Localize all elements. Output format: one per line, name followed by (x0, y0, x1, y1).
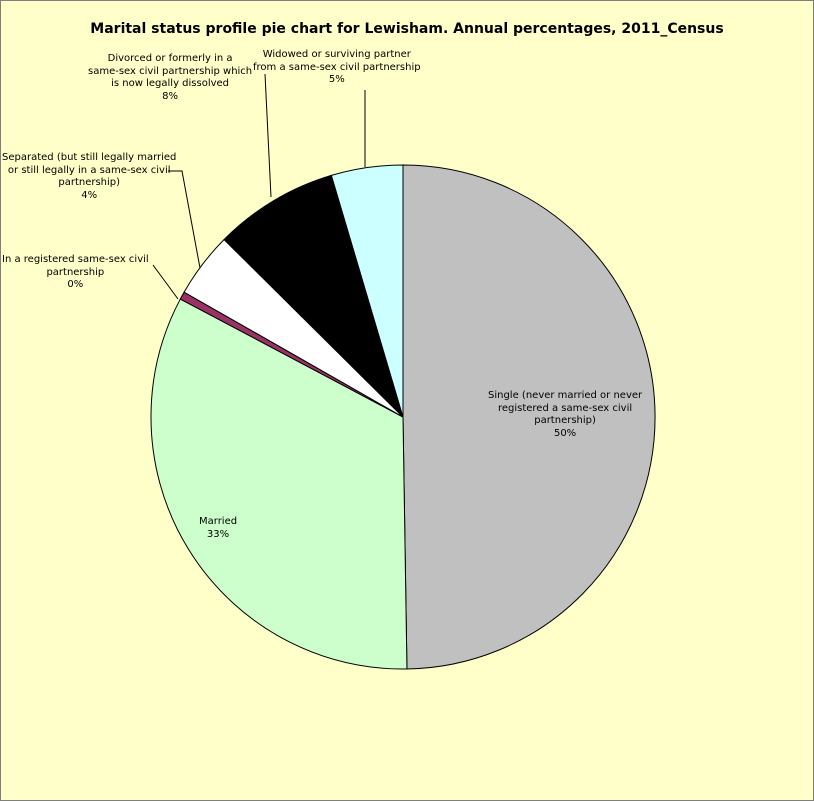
slice-label-1: Married 33% (199, 516, 237, 541)
slice-label-line: partnership) (534, 415, 596, 426)
slice-label-5: Widowed or surviving partner from a same-… (253, 49, 421, 87)
leader-line-4 (264, 73, 272, 198)
leader-line-3 (168, 170, 201, 269)
slice-label-line: Single (never married or never (488, 390, 643, 401)
slice-label-line: Separated (but still legally married (2, 152, 177, 163)
slice-label-4: Divorced or formerly in a same-sex civil … (88, 53, 252, 103)
slice-label-3: Separated (but still legally married or s… (2, 152, 176, 202)
slice-percent: 5% (328, 74, 345, 85)
slice-percent: 0% (67, 279, 84, 290)
slice-label-line: Married (199, 516, 238, 527)
slice-percent: 8% (162, 90, 179, 102)
slice-label-2: In a registered same-sex civil partnershi… (2, 254, 149, 292)
slice-label-line: partnership (46, 266, 105, 278)
slice-label-line: registered a same-sex civil (497, 402, 633, 414)
slice-label-line: is now legally dissolved (111, 78, 230, 89)
slice-percent: 33% (206, 528, 230, 540)
pie-slice-4 (223, 174, 404, 418)
slice-label-line: same-sex civil partnership which (88, 65, 253, 77)
slice-label-line: or still legally in a same-sex civil (7, 164, 171, 176)
slice-label-0: Single (never married or never registered… (488, 390, 642, 440)
slice-percent: 50% (553, 427, 577, 439)
leader-line-2 (152, 264, 179, 300)
pie-slice-5 (330, 164, 404, 418)
slice-label-line: In a registered same-sex civil (2, 254, 149, 265)
slice-label-line: from a same-sex civil partnership (253, 61, 421, 73)
chart-title: Marital status profile pie chart for Lew… (90, 21, 724, 37)
pie-slice-1 (150, 298, 408, 670)
slice-percent: 4% (81, 189, 98, 201)
slice-label-line: Widowed or surviving partner (262, 49, 411, 60)
pie-slice-0 (402, 164, 656, 670)
slice-label-line: partnership) (58, 177, 121, 188)
slice-label-line: Divorced or formerly in a (107, 53, 233, 64)
